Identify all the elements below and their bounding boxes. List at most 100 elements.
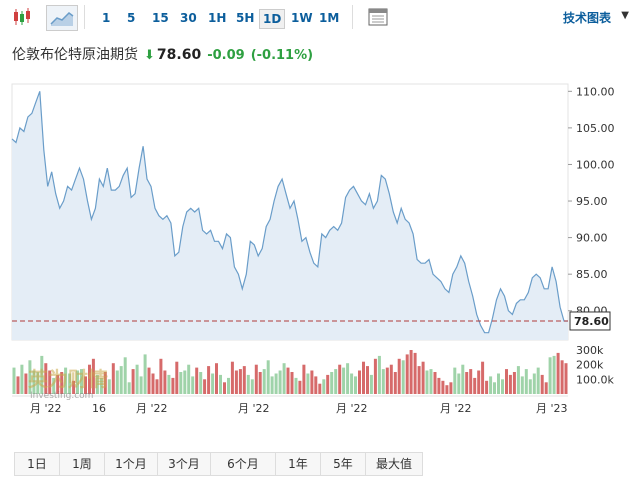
volume-bar [489,376,493,394]
volume-bar [139,376,143,394]
interval-1w[interactable]: 1W [291,11,313,25]
volume-bar [358,370,361,394]
volume-bar [167,374,171,394]
volume-bar [362,361,365,394]
investing-watermark: 英为财情 Investing.com [28,367,108,401]
volume-bar [441,380,445,394]
volume-bar [36,372,40,394]
volume-bar [151,373,155,394]
volume-bar [342,367,346,394]
chevron-down-icon[interactable]: ▼ [621,10,629,21]
volume-bar [286,367,290,394]
volume-bar [127,382,131,394]
range-3m-button[interactable]: 3个月 [158,452,211,476]
y-tick-label: 105.00 [576,122,615,135]
interval-15[interactable]: 15 [152,11,169,25]
volume-bar [103,372,107,394]
volume-bar [223,382,226,394]
interval-5[interactable]: 5 [127,11,136,25]
range-1m-button[interactable]: 1个月 [105,452,158,476]
volume-bar [115,370,119,394]
volume-bar [242,366,246,394]
toolbar-divider [352,5,353,29]
volume-bar [338,364,342,394]
tech-chart-link[interactable]: 技术图表 [562,11,611,25]
interval-5h[interactable]: 5H [236,11,255,25]
volume-bar [524,369,528,394]
volume-bar [373,358,377,394]
volume-bar [381,369,385,394]
volume-bar [183,370,187,394]
candlestick-icon[interactable] [8,5,38,29]
watermark-text: 英为财情 [28,367,108,391]
range-1y-button[interactable]: 1年 [276,452,321,476]
volume-bar [262,369,266,394]
volume-bar [520,376,524,394]
volume-bar [453,367,457,394]
range-6m-button[interactable]: 6个月 [211,452,276,476]
x-tick-label: 月 '22 [440,402,472,415]
volume-bar [250,379,254,394]
volume-bar [469,369,473,394]
y-tick-label: 85.00 [576,268,608,281]
volume-bar [219,374,222,394]
area-chart-icon[interactable] [46,5,78,31]
volume-bar [560,360,564,394]
volume-tick-label: 300k [576,344,604,357]
x-tick-label: 月 '22 [30,402,62,415]
volume-bar [270,376,274,394]
volume-bar [505,369,508,394]
interval-1d[interactable]: 1D [259,9,286,29]
interval-30[interactable]: 30 [180,11,197,25]
y-tick-label: 95.00 [576,195,608,208]
price-area-fill [12,91,568,340]
interval-1m[interactable]: 1M [319,11,340,25]
volume-bar [230,361,234,394]
range-1d-button[interactable]: 1日 [14,452,60,476]
volume-bar [238,369,242,394]
last-price: 78.60 [156,47,202,63]
volume-bar [461,364,465,394]
toolbar-divider [84,5,85,29]
volume-bar [234,370,238,394]
volume-bar [294,377,298,394]
volume-bar [346,363,350,394]
volume-bar [258,372,262,394]
range-5y-button[interactable]: 5年 [321,452,366,476]
volume-bar [405,354,409,394]
volume-bar [80,369,83,394]
volume-bar [366,366,369,394]
volume-bar [508,374,512,394]
interval-1[interactable]: 1 [102,11,111,25]
volume-bar [401,360,405,394]
volume-bar [64,367,68,394]
volume-bar [40,355,44,394]
volume-bar [516,366,520,394]
volume-bar [131,369,135,394]
volume-bar [195,367,199,394]
volume-bar [107,379,111,394]
volume-bar [397,358,401,394]
volume-bar [417,366,421,394]
price-change-pct: (-0.11%) [250,48,314,63]
volume-bar [123,357,127,394]
range-max-button[interactable]: 最大值 [366,452,423,476]
price-change: -0.09 [207,48,245,63]
volume-bar [318,383,322,394]
calendar-table-icon[interactable] [363,5,393,29]
volume-bar [207,366,211,394]
x-tick-label: 16 [92,402,106,415]
volume-bar [278,370,282,394]
volume-bar [437,377,441,394]
volume-bar [199,372,203,394]
range-1w-button[interactable]: 1周 [60,452,105,476]
volume-bar [421,361,425,394]
volume-bar [485,380,489,394]
volume-bar [445,385,449,394]
volume-bar [159,358,163,394]
volume-bar [16,376,20,394]
interval-1h[interactable]: 1H [208,11,227,25]
volume-bar [548,357,552,394]
volume-bar [163,370,167,394]
